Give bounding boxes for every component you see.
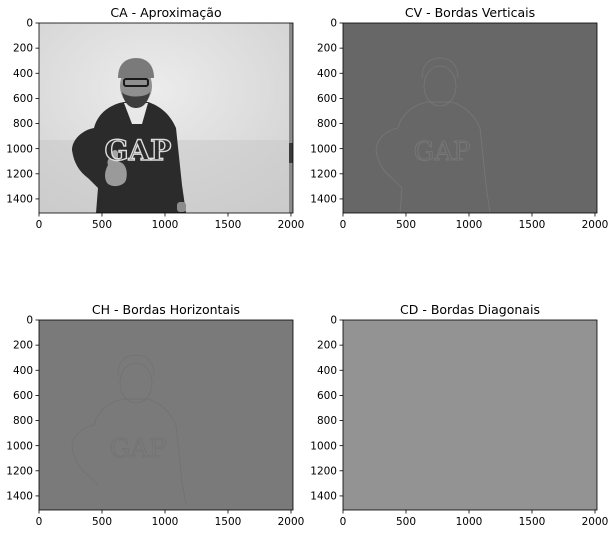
x-tick-label: 1000 — [152, 516, 179, 528]
x-tick-label: 0 — [36, 516, 43, 528]
image-area — [343, 320, 597, 510]
panel-title: CH - Bordas Horizontais — [92, 302, 240, 317]
axes-frame — [342, 319, 598, 511]
x-tick-label: 500 — [396, 516, 416, 528]
image-background — [343, 23, 597, 213]
x-tick-label: 500 — [92, 219, 112, 231]
x-tick-label: 0 — [340, 219, 347, 231]
y-tick-label: 800 — [317, 118, 337, 130]
thumb-hand — [105, 157, 127, 187]
glasses — [123, 78, 149, 87]
right-edge-strip — [289, 23, 293, 213]
y-tick-label: 800 — [13, 118, 33, 130]
x-tick-label: 500 — [92, 516, 112, 528]
x-tick-label: 2000 — [278, 516, 305, 528]
edge-ghost: GAP — [71, 354, 187, 506]
panel-title: CD - Bordas Diagonais — [400, 302, 540, 317]
edge-ghost: GAP — [375, 57, 491, 214]
y-tick-label: 200 — [13, 340, 33, 352]
y-tick-label: 0 — [330, 315, 337, 327]
y-tick-label: 0 — [26, 315, 33, 327]
person: GAP — [72, 58, 186, 213]
svg-text:GAP: GAP — [109, 434, 166, 464]
axes-frame — [38, 319, 294, 511]
panel-cv: CV - Bordas Verticais GAP 0 500 1000 1500 20… — [310, 5, 608, 231]
beanie — [118, 58, 154, 78]
y-tick-label: 1400 — [6, 491, 33, 503]
y-tick-label: 1000 — [310, 143, 337, 155]
y-tick-label: 200 — [13, 43, 33, 55]
axes-frame — [342, 22, 598, 214]
y-tick-label: 600 — [317, 390, 337, 402]
y-tick-label: 400 — [13, 68, 33, 80]
y-tick-label: 1200 — [310, 168, 337, 180]
y-tick-label: 1400 — [310, 194, 337, 206]
image-area: GAP — [39, 320, 293, 510]
x-tick-label: 2000 — [278, 219, 305, 231]
thumb — [112, 150, 118, 162]
hoodie-logo: GAP — [105, 134, 172, 167]
x-tick-label: 0 — [36, 219, 43, 231]
svg-text:GAP: GAP — [413, 137, 470, 167]
x-tick-label: 2000 — [582, 219, 609, 231]
y-tick-label: 1000 — [6, 440, 33, 452]
shirt — [124, 103, 148, 124]
y-tick-label: 200 — [317, 340, 337, 352]
x-tick-label: 2000 — [582, 516, 609, 528]
image-area: GAP — [343, 23, 597, 214]
y-tick-label: 0 — [26, 18, 33, 30]
image-area: GAP — [39, 23, 293, 213]
x-tick-label: 0 — [340, 516, 347, 528]
image-background — [39, 320, 293, 510]
y-tick-label: 1400 — [310, 491, 337, 503]
door-handle — [289, 143, 293, 163]
y-tick-label: 600 — [13, 93, 33, 105]
panel-title: CV - Bordas Verticais — [405, 5, 535, 20]
beard — [122, 92, 150, 108]
y-tick-label: 800 — [13, 415, 33, 427]
x-tick-label: 1000 — [456, 219, 483, 231]
image-background — [343, 320, 597, 510]
panel-cd: CD - Bordas Diagonais 0 500 1000 1500 2000 0 2… — [310, 302, 608, 528]
y-tick-label: 1400 — [6, 194, 33, 206]
y-tick-label: 1200 — [6, 465, 33, 477]
x-tick-label: 1500 — [519, 516, 546, 528]
x-tick-label: 500 — [396, 219, 416, 231]
y-tick-label: 200 — [317, 43, 337, 55]
x-tick-label: 1000 — [456, 516, 483, 528]
y-tick-label: 400 — [317, 68, 337, 80]
x-tick-label: 1500 — [215, 516, 242, 528]
axes-frame — [38, 22, 294, 214]
x-tick-label: 1500 — [215, 219, 242, 231]
x-tick-label: 1000 — [152, 219, 179, 231]
panel-title: CA - Aproximação — [110, 5, 221, 20]
right-hand — [177, 202, 186, 212]
y-tick-label: 600 — [317, 93, 337, 105]
y-tick-label: 0 — [330, 18, 337, 30]
y-tick-label: 1000 — [310, 440, 337, 452]
y-tick-label: 1200 — [310, 465, 337, 477]
hoodie — [72, 102, 186, 213]
x-tick-label: 1500 — [519, 219, 546, 231]
panel-ca: CA - Aproximação GAP 0 500 1000 1500 2000 0 20… — [6, 5, 304, 231]
y-tick-label: 800 — [317, 415, 337, 427]
y-tick-label: 1000 — [6, 143, 33, 155]
y-tick-label: 1200 — [6, 168, 33, 180]
y-tick-label: 400 — [13, 365, 33, 377]
y-tick-label: 400 — [317, 365, 337, 377]
y-tick-label: 600 — [13, 390, 33, 402]
panel-ch: CH - Bordas Horizontais GAP 0 500 1000 1500… — [6, 302, 304, 528]
